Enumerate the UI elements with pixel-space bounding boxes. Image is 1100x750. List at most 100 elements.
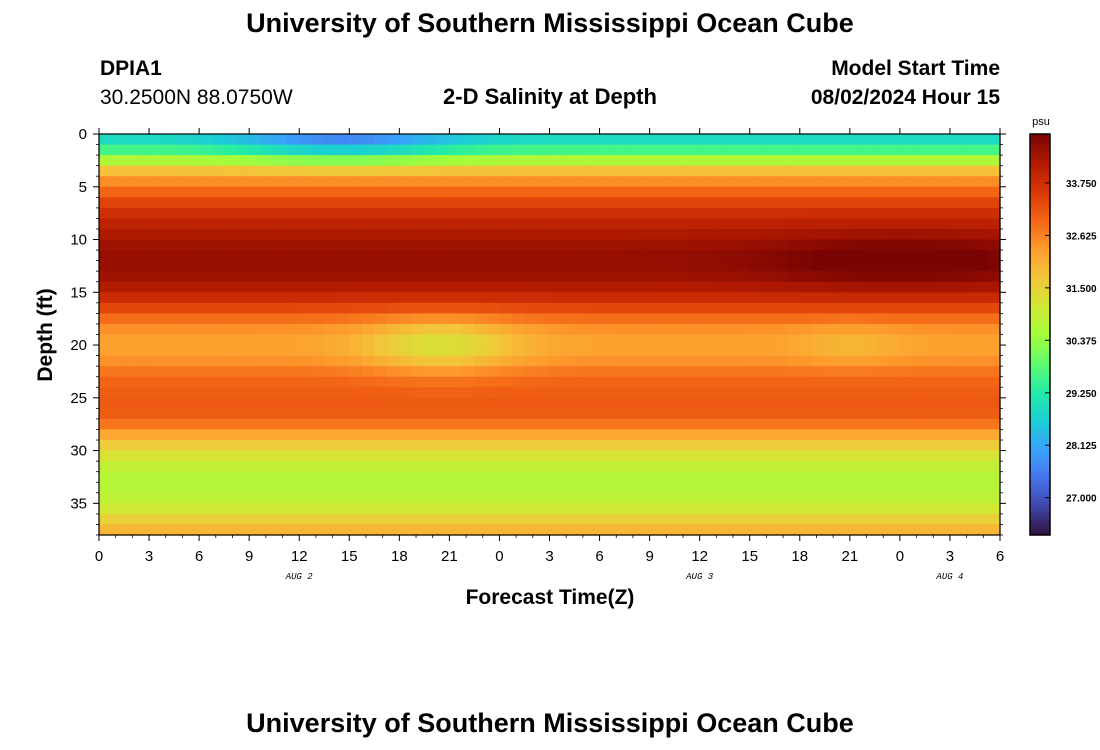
heatmap-cell [199,155,213,167]
heatmap-cell [311,355,325,367]
heatmap-cell [812,429,826,441]
heatmap-cell [211,250,225,262]
heatmap-cell [536,302,551,314]
heatmap-cell [837,503,851,515]
heatmap-cell [637,482,651,494]
heatmap-cell [224,513,238,526]
heatmap-cell [524,323,538,336]
heatmap-cell [824,260,838,272]
heatmap-cell [111,366,125,378]
heatmap-cell [987,366,1001,378]
heatmap-cell [549,429,563,441]
heatmap-cell [499,228,513,241]
heatmap-cell [124,186,138,198]
heatmap-cell [524,503,538,515]
heatmap-cell [311,207,325,220]
heatmap-cell [386,345,400,357]
heatmap-cell [749,239,763,251]
heatmap-cell [499,323,513,336]
heatmap-cell [612,429,626,441]
heatmap-cell [486,503,501,515]
heatmap-cell [449,250,463,262]
heatmap-cell [862,482,876,494]
heatmap-cell [974,281,989,293]
heatmap-cell [762,366,776,378]
heatmap-cell [812,376,826,388]
heatmap-cell [511,250,526,262]
heatmap-cell [374,471,388,483]
heatmap-cell [837,355,851,367]
heatmap-cell [762,397,776,409]
heatmap-cell [299,440,313,452]
heatmap-cell [549,355,563,367]
heatmap-cell [249,176,263,188]
heatmap-cell [987,260,1001,272]
heatmap-cell [812,176,826,188]
heatmap-cell [549,218,563,230]
heatmap-cell [737,207,751,220]
heatmap-cell [849,471,863,483]
heatmap-cell [737,345,751,357]
heatmap-cell [724,461,738,473]
heatmap-cell [486,334,501,346]
heatmap-cell [849,302,863,314]
heatmap-cell [574,176,588,188]
heatmap-cell [599,281,613,293]
heatmap-cell [912,271,926,283]
heatmap-cell [511,186,526,198]
heatmap-cell [299,408,313,420]
heatmap-cell [461,376,476,388]
heatmap-cell [199,461,213,473]
heatmap-cell [587,513,601,526]
heatmap-cell [286,239,300,251]
heatmap-cell [587,250,601,262]
heatmap-cell [562,355,576,367]
heatmap-cell [874,355,888,367]
heatmap-cell [887,302,901,314]
heatmap-cell [436,155,450,167]
heatmap-cell [361,134,375,146]
heatmap-cell [637,524,651,536]
heatmap-cell [436,492,450,504]
heatmap-cell [787,155,801,167]
heatmap-cell [349,239,363,251]
heatmap-cell [161,524,175,536]
heatmap-cell [299,165,313,177]
heatmap-cell [674,228,688,241]
heatmap-cell [924,366,939,378]
heatmap-cell [874,176,888,188]
heatmap-cell [499,165,513,177]
heatmap-cell [874,376,888,388]
heatmap-cell [899,165,914,177]
heatmap-cell [349,408,363,420]
heatmap-cell [737,387,751,399]
heatmap-cell [824,366,838,378]
heatmap-cell [399,228,413,241]
heatmap-cell [837,155,851,167]
heatmap-cell [924,440,939,452]
heatmap-cell [974,482,989,494]
heatmap-cell [299,513,313,526]
heatmap-cell [124,313,138,325]
heatmap-cell [962,482,976,494]
heatmap-cell [724,429,738,441]
heatmap-cell [336,461,350,473]
heatmap-cell [261,429,275,441]
heatmap-cell [524,165,538,177]
x-tick-label: 3 [946,548,954,565]
heatmap-cell [849,366,863,378]
heatmap-cell [887,218,901,230]
heatmap-cell [536,345,551,357]
heatmap-cell [99,260,113,272]
heatmap-cell [599,292,613,304]
heatmap-cell [674,197,688,209]
heatmap-cell [737,376,751,388]
heatmap-cell [887,165,901,177]
heatmap-cell [687,281,701,293]
colorbar-tick-label: 29.250 [1066,389,1097,400]
heatmap-cell [524,345,538,357]
heatmap-cell [799,144,813,156]
heatmap-cell [536,271,551,283]
heatmap-cell [699,440,713,452]
heatmap-cell [712,366,726,378]
